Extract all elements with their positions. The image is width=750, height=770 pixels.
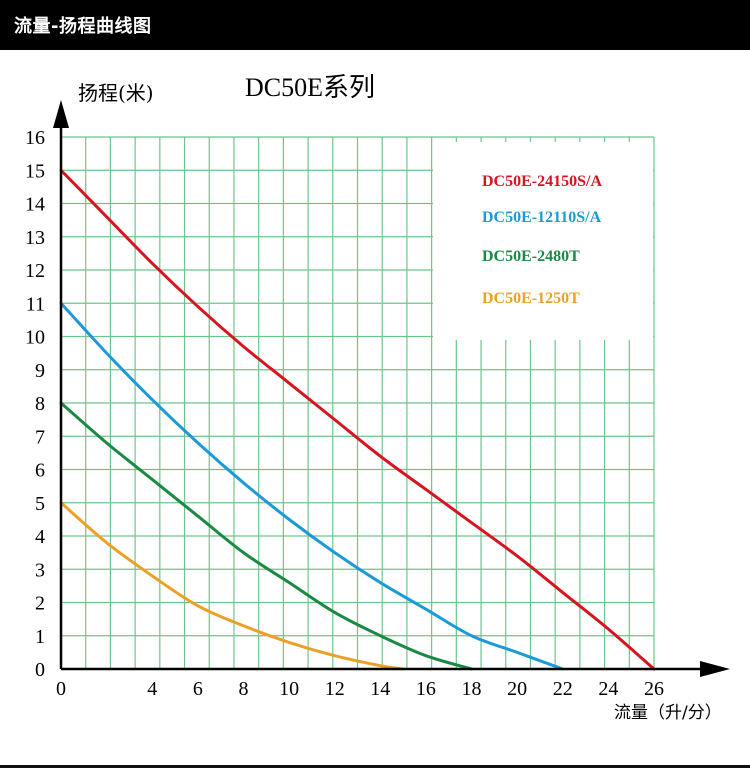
x-tick-label: 12 [325, 678, 345, 700]
y-tick-label: 6 [35, 460, 45, 482]
y-tick-label: 0 [35, 659, 45, 681]
legend-entry: DC50E-24150S/A [482, 173, 602, 190]
x-tick-label: 20 [507, 678, 527, 700]
x-tick-label: 16 [416, 678, 436, 700]
y-tick-label: 11 [26, 293, 45, 315]
x-tick-label: 26 [644, 678, 664, 700]
x-tick-label: 6 [193, 678, 203, 700]
legend: DC50E-24150S/A DC50E-12110S/A DC50E-2480T D… [482, 173, 602, 307]
legend-entry: DC50E-12110S/A [482, 209, 602, 226]
y-tick-label: 3 [35, 559, 45, 581]
header-bar: 流量-扬程曲线图 [0, 0, 750, 50]
y-tick-label: 2 [35, 593, 45, 615]
x-axis-label: 流量（升/分） [614, 703, 722, 723]
y-tick-label: 1 [35, 626, 45, 648]
y-axis-arrow [53, 100, 69, 128]
x-axis-arrow [700, 661, 730, 677]
y-tick-label: 15 [25, 160, 45, 182]
curves [59, 168, 656, 671]
x-tick-label: 14 [370, 678, 390, 700]
chart-title: DC50E系列 [245, 73, 375, 102]
series-line-dc50e-2480t [59, 401, 474, 671]
y-tick-label: 14 [25, 194, 45, 216]
x-tick-label: 22 [553, 678, 573, 700]
x-tick-label: 4 [147, 678, 157, 700]
axes [53, 100, 730, 677]
flow-head-chart: DC50E-24150S/A DC50E-12110S/A DC50E-2480T D… [25, 73, 730, 723]
x-tick-label: 18 [462, 678, 482, 700]
legend-box [433, 142, 653, 340]
y-axis-label: 扬程(米) [78, 81, 154, 105]
y-tick-label: 12 [25, 260, 45, 282]
x-tick-label: 8 [238, 678, 248, 700]
y-tick-label: 10 [25, 327, 45, 349]
legend-entry: DC50E-1250T [482, 290, 580, 307]
y-tick-label: 9 [35, 360, 45, 382]
page-title: 流量-扬程曲线图 [14, 16, 152, 37]
x-tick-label: 0 [56, 678, 66, 700]
y-tick-label: 16 [25, 127, 45, 149]
y-tick-label: 5 [35, 493, 45, 515]
y-tick-label: 8 [35, 393, 45, 415]
x-tick-label: 10 [279, 678, 299, 700]
y-tick-label: 7 [35, 426, 45, 448]
bottom-rule [0, 765, 750, 768]
series-line-dc50e-24150s-a [59, 168, 656, 671]
y-tick-label: 4 [35, 526, 45, 548]
legend-entry: DC50E-2480T [482, 248, 580, 265]
series-line-dc50e-1250t [59, 501, 405, 671]
x-tick-label: 24 [598, 678, 618, 700]
y-tick-label: 13 [25, 227, 45, 249]
series-line-dc50e-12110s-a [59, 301, 565, 671]
